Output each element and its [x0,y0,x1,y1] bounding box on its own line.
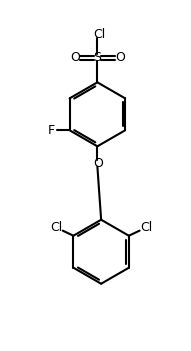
Text: O: O [93,157,103,170]
Text: Cl: Cl [50,221,62,234]
Text: Cl: Cl [140,221,152,234]
Text: O: O [70,51,80,64]
Text: Cl: Cl [93,28,105,41]
Text: F: F [48,124,55,137]
Text: O: O [115,51,125,64]
Text: S: S [93,51,101,64]
